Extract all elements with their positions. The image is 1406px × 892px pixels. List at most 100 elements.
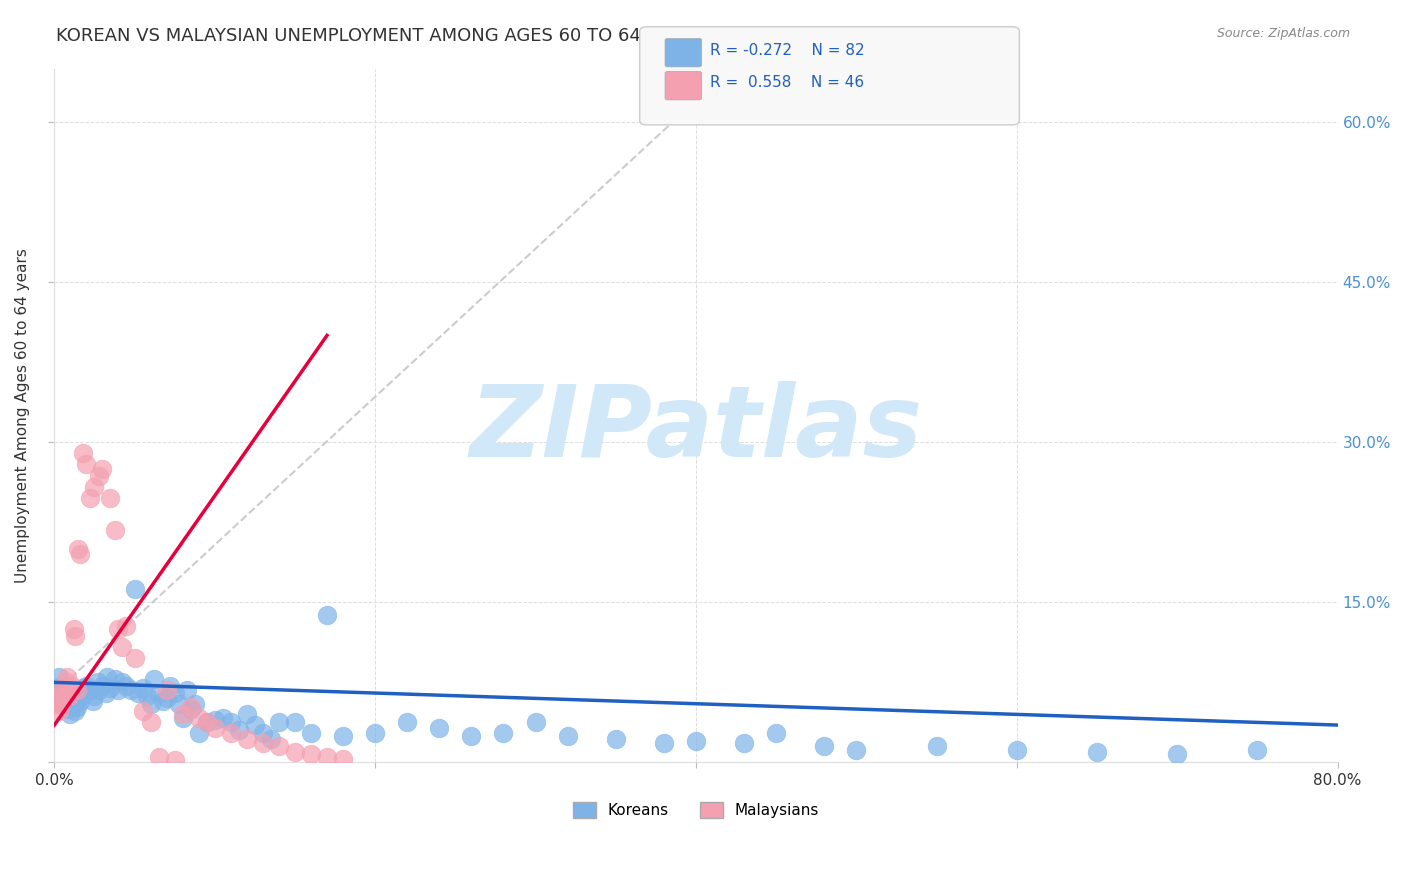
Point xyxy=(49,679,72,693)
Point xyxy=(180,700,202,714)
Text: R =  0.558    N = 46: R = 0.558 N = 46 xyxy=(710,76,865,90)
Point xyxy=(155,691,177,706)
Point xyxy=(228,723,250,738)
Point xyxy=(66,700,89,714)
Point xyxy=(79,491,101,505)
Point xyxy=(104,672,127,686)
Point xyxy=(195,714,218,729)
Point xyxy=(236,731,259,746)
Point xyxy=(524,714,547,729)
Point xyxy=(52,697,75,711)
Point xyxy=(75,457,97,471)
Point xyxy=(332,729,354,743)
Point xyxy=(219,725,242,739)
Point xyxy=(180,702,202,716)
Point xyxy=(557,729,579,743)
Point xyxy=(685,734,707,748)
Point xyxy=(56,670,79,684)
Point xyxy=(58,693,80,707)
Point xyxy=(124,650,146,665)
Point xyxy=(58,690,80,704)
Point xyxy=(332,752,354,766)
Point xyxy=(46,686,69,700)
Point xyxy=(83,480,105,494)
Point xyxy=(131,704,153,718)
Point xyxy=(67,541,90,556)
Point xyxy=(316,608,339,623)
Point xyxy=(172,710,194,724)
Point xyxy=(48,670,70,684)
Point xyxy=(176,682,198,697)
Point xyxy=(46,690,69,704)
Point xyxy=(427,721,450,735)
Point xyxy=(845,742,868,756)
Point xyxy=(83,690,105,704)
Point xyxy=(1246,742,1268,756)
Point xyxy=(169,697,191,711)
Point xyxy=(1085,745,1108,759)
Point xyxy=(115,619,138,633)
Point xyxy=(111,640,134,654)
Point xyxy=(52,690,75,704)
Point xyxy=(55,675,77,690)
Point xyxy=(605,731,627,746)
Point xyxy=(252,725,274,739)
Point xyxy=(63,704,86,718)
Point xyxy=(204,713,226,727)
Point xyxy=(1005,742,1028,756)
Point xyxy=(131,681,153,695)
Point xyxy=(1166,747,1188,761)
Text: KOREAN VS MALAYSIAN UNEMPLOYMENT AMONG AGES 60 TO 64 YEARS CORRELATION CHART: KOREAN VS MALAYSIAN UNEMPLOYMENT AMONG A… xyxy=(56,27,905,45)
Point xyxy=(127,686,149,700)
Point xyxy=(267,739,290,754)
Point xyxy=(60,679,83,693)
Point xyxy=(86,675,108,690)
Point xyxy=(733,736,755,750)
Point xyxy=(107,682,129,697)
Text: ZIPatlas: ZIPatlas xyxy=(470,381,922,478)
Point xyxy=(59,707,82,722)
Point xyxy=(69,693,91,707)
Point xyxy=(51,682,73,697)
Point xyxy=(67,691,90,706)
Point xyxy=(91,462,114,476)
Point xyxy=(100,681,122,695)
Point xyxy=(120,682,142,697)
Point xyxy=(163,753,186,767)
Point xyxy=(155,682,177,697)
Point xyxy=(59,681,82,695)
Point xyxy=(139,714,162,729)
Point xyxy=(62,697,84,711)
Point xyxy=(45,697,67,711)
Point xyxy=(124,582,146,597)
Point xyxy=(148,686,170,700)
Point xyxy=(142,672,165,686)
Point xyxy=(236,707,259,722)
Point xyxy=(51,691,73,706)
Point xyxy=(100,491,122,505)
Point xyxy=(204,721,226,735)
Point xyxy=(460,729,482,743)
Y-axis label: Unemployment Among Ages 60 to 64 years: Unemployment Among Ages 60 to 64 years xyxy=(15,248,30,582)
Point xyxy=(56,702,79,716)
Point xyxy=(252,736,274,750)
Point xyxy=(925,739,948,754)
Point xyxy=(152,693,174,707)
Text: Source: ZipAtlas.com: Source: ZipAtlas.com xyxy=(1216,27,1350,40)
Point xyxy=(63,630,86,644)
Point xyxy=(184,697,207,711)
Point xyxy=(211,710,233,724)
Point xyxy=(72,446,94,460)
Point xyxy=(79,682,101,697)
Point xyxy=(60,690,83,704)
Point xyxy=(492,725,515,739)
Point xyxy=(148,750,170,764)
Point xyxy=(94,686,117,700)
Point xyxy=(652,736,675,750)
Point xyxy=(299,747,322,761)
Point xyxy=(49,697,72,711)
Point xyxy=(96,670,118,684)
Point xyxy=(111,675,134,690)
Point xyxy=(299,725,322,739)
Point xyxy=(89,682,111,697)
